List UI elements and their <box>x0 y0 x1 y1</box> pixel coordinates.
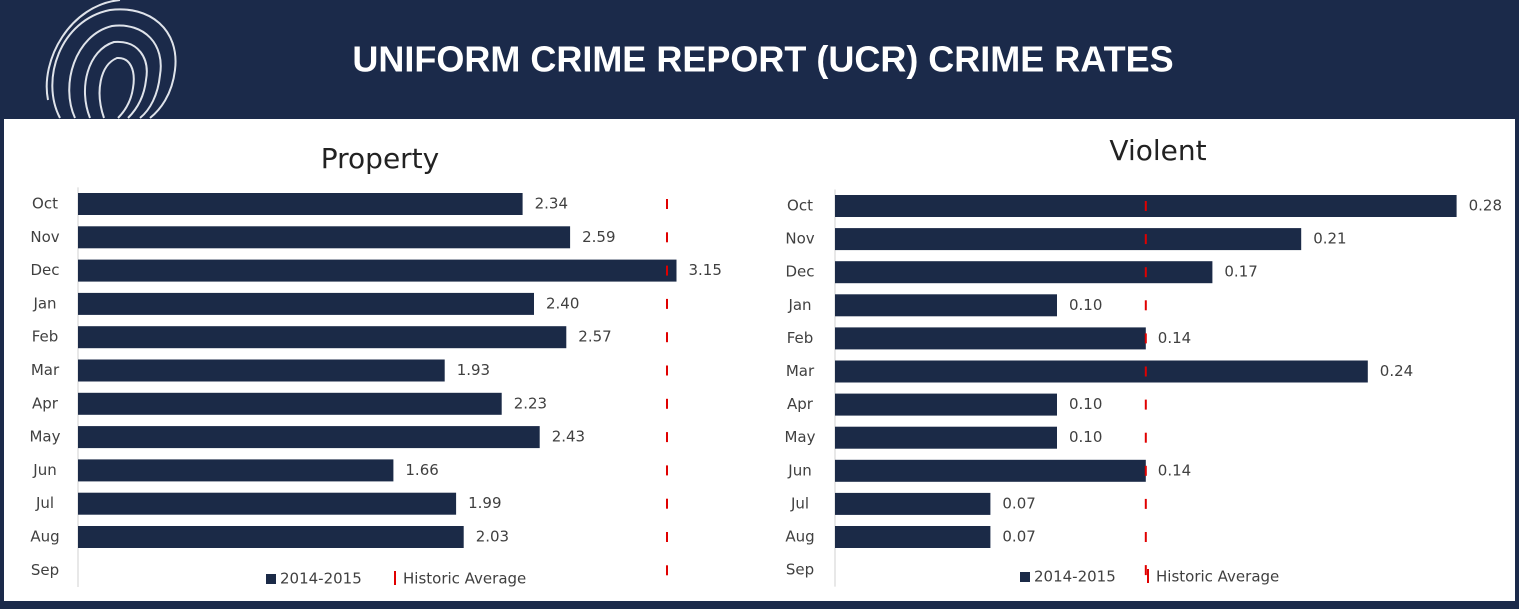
bar <box>78 426 540 448</box>
bar <box>835 327 1146 349</box>
category-label: Feb <box>787 329 814 347</box>
category-label: Sep <box>31 561 59 579</box>
legend-swatch <box>1020 572 1030 582</box>
value-label: 2.03 <box>476 528 509 546</box>
value-label: 0.14 <box>1158 329 1191 347</box>
category-label: Apr <box>32 394 59 412</box>
value-label: 0.07 <box>1002 494 1035 512</box>
value-label: 2.59 <box>582 228 615 246</box>
chart-title: Property <box>321 142 439 175</box>
bar <box>78 260 677 282</box>
bar <box>835 493 990 515</box>
value-label: 2.57 <box>578 328 611 346</box>
value-label: 2.23 <box>514 394 547 412</box>
legend-label: Historic Average <box>1156 568 1279 586</box>
value-label: 1.66 <box>405 461 438 479</box>
value-label: 0.21 <box>1313 230 1346 248</box>
category-label: Jan <box>787 296 811 314</box>
category-label: May <box>29 428 60 446</box>
page-title: UNIFORM CRIME REPORT (UCR) CRIME RATES <box>352 39 1173 80</box>
value-label: 0.10 <box>1069 296 1102 314</box>
category-label: Jan <box>32 294 56 312</box>
category-label: Aug <box>785 528 814 546</box>
value-label: 0.07 <box>1002 528 1035 546</box>
value-label: 1.99 <box>468 494 501 512</box>
legend-label: 2014-2015 <box>280 570 362 588</box>
bar <box>835 460 1146 482</box>
bar <box>78 360 445 382</box>
value-label: 3.15 <box>689 261 722 279</box>
category-label: Jul <box>790 494 809 512</box>
category-label: Nov <box>785 230 814 248</box>
category-label: Sep <box>786 561 814 579</box>
category-label: Mar <box>786 362 815 380</box>
value-label: 0.17 <box>1224 263 1257 281</box>
value-label: 0.10 <box>1069 428 1102 446</box>
value-label: 2.40 <box>546 294 579 312</box>
bar <box>78 526 464 548</box>
category-label: May <box>784 428 815 446</box>
category-label: Jun <box>32 461 56 479</box>
bar <box>835 427 1057 449</box>
category-label: Feb <box>32 328 59 346</box>
value-label: 0.28 <box>1469 197 1502 215</box>
chart-title: Violent <box>1109 134 1206 167</box>
value-label: 1.93 <box>457 361 490 379</box>
bar <box>78 193 523 215</box>
value-label: 2.34 <box>535 195 568 213</box>
category-label: Aug <box>30 528 59 546</box>
value-label: 0.10 <box>1069 395 1102 413</box>
bar <box>835 361 1368 383</box>
bar <box>835 394 1057 416</box>
page: UNIFORM CRIME REPORT (UCR) CRIME RATES P… <box>0 0 1519 605</box>
value-label: 0.24 <box>1380 362 1413 380</box>
category-label: Mar <box>31 361 60 379</box>
bar <box>78 326 566 348</box>
value-label: 2.43 <box>552 428 585 446</box>
bar <box>835 228 1301 250</box>
category-label: Jun <box>787 461 811 479</box>
category-label: Nov <box>30 228 59 246</box>
category-label: Oct <box>32 195 58 213</box>
bar <box>78 226 570 248</box>
category-label: Dec <box>785 263 814 281</box>
bar <box>835 294 1057 316</box>
legend-swatch <box>266 574 276 584</box>
bar <box>78 293 534 315</box>
category-label: Apr <box>787 395 814 413</box>
category-label: Jul <box>35 494 54 512</box>
bar <box>835 261 1212 283</box>
category-label: Dec <box>30 261 59 279</box>
value-label: 0.14 <box>1158 461 1191 479</box>
legend-label: 2014-2015 <box>1034 568 1116 586</box>
legend-label: Historic Average <box>403 570 526 588</box>
category-label: Oct <box>787 197 813 215</box>
bar <box>78 393 502 415</box>
bar <box>78 493 456 515</box>
bar <box>835 526 990 548</box>
dashboard: UNIFORM CRIME REPORT (UCR) CRIME RATES P… <box>0 0 1519 605</box>
bar <box>78 459 393 481</box>
